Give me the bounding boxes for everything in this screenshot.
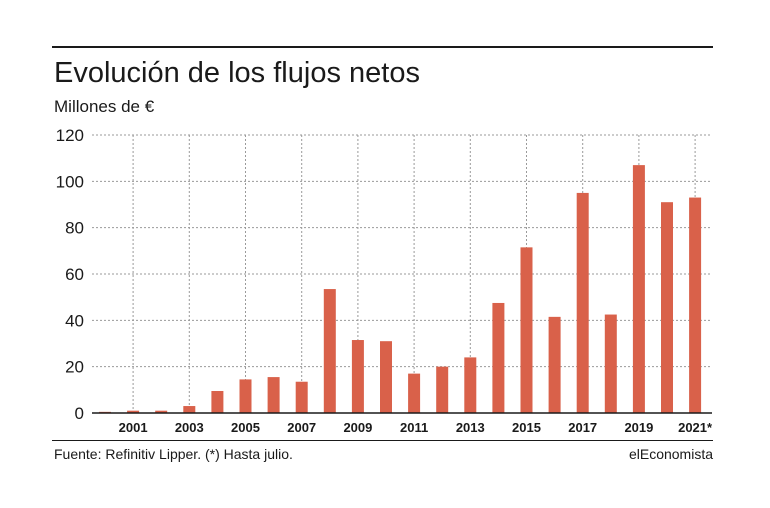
bar-2020 (661, 202, 673, 413)
x-tick-label: 2017 (568, 420, 597, 435)
x-axis-tick-labels: 2001 2003 2005 2007 2009 2011 2013 2015 2017 2019… (119, 420, 713, 435)
x-tick-label: 2021* (678, 420, 713, 435)
y-tick-label: 80 (65, 219, 84, 238)
bar-2002 (155, 410, 168, 413)
y-axis-tick-labels: 0 20 40 60 80 100 120 (56, 126, 84, 423)
x-tick-label: 2005 (231, 420, 260, 435)
bar-2017 (576, 192, 589, 413)
y-tick-label: 60 (65, 265, 84, 284)
y-tick-label: 120 (56, 126, 84, 145)
bar-2015 (520, 247, 533, 413)
bar-2008 (323, 289, 336, 413)
y-tick-label: 20 (65, 358, 84, 377)
bar-2021* (689, 197, 702, 413)
bar-2011 (408, 373, 421, 413)
bar-2004 (211, 390, 224, 413)
bar-2005 (239, 379, 252, 413)
x-tick-label: 2007 (287, 420, 316, 435)
y-tick-label: 40 (65, 311, 84, 330)
bars (99, 165, 702, 413)
chart-title: Evolución de los flujos netos (54, 57, 420, 89)
x-tick-label: 2019 (624, 420, 653, 435)
brand-label: elEconomista (628, 446, 713, 462)
bar-2009 (351, 340, 364, 413)
bar-chart: 0 20 40 60 80 100 120 2001 2003 2005 2007 2009 2011… (56, 126, 713, 435)
x-tick-label: 2009 (343, 420, 372, 435)
bar-2010 (380, 341, 392, 413)
bar-2006 (267, 377, 280, 413)
bar-2014 (492, 302, 505, 413)
x-tick-label: 2011 (400, 420, 428, 435)
bar-2018 (604, 314, 617, 413)
x-tick-label: 2003 (175, 420, 204, 435)
bar-2007 (295, 381, 308, 413)
bar-2012 (436, 366, 449, 413)
bar-2003 (183, 406, 196, 413)
top-rule (52, 46, 713, 48)
y-tick-label: 0 (75, 404, 84, 423)
bar-2013 (464, 357, 477, 413)
y-tick-label: 100 (56, 172, 84, 191)
bar-2016 (548, 316, 561, 413)
bar-2001 (127, 410, 140, 413)
bottom-rule (52, 440, 713, 441)
bar-2019 (632, 165, 645, 413)
x-tick-label: 2013 (456, 420, 485, 435)
x-tick-label: 2001 (119, 420, 148, 435)
grid-layer (92, 134, 712, 413)
chart-subtitle: Millones de € (54, 97, 155, 116)
x-tick-label: 2015 (512, 420, 541, 435)
source-note: Fuente: Refinitiv Lipper. (*) Hasta juli… (54, 446, 293, 462)
